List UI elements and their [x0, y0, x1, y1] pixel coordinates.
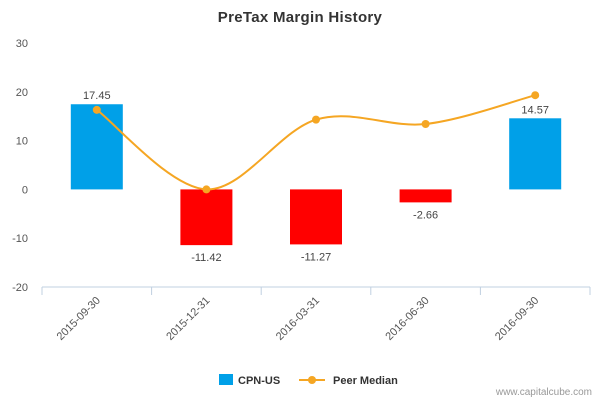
- bar[interactable]: [290, 189, 342, 245]
- peer-median-point[interactable]: [92, 105, 101, 114]
- peer-median-point[interactable]: [421, 120, 430, 129]
- legend-label-cpn-us[interactable]: CPN-US: [238, 375, 280, 387]
- bar[interactable]: [509, 118, 562, 190]
- x-tick-label: 2016-03-31: [274, 295, 322, 343]
- bar-data-label: 14.57: [521, 104, 549, 116]
- bar-data-label: 17.45: [83, 90, 111, 102]
- x-axis: 2015-09-30 2015-12-31 2016-03-31 2016-06-30…: [41, 286, 591, 343]
- y-tick-label: -20: [12, 282, 28, 294]
- legend-swatch-peer-median-marker: [308, 376, 316, 384]
- peer-median-point[interactable]: [312, 115, 320, 124]
- bar-data-labels: 17.45 -11.42 -11.27 -2.66 14.57: [83, 90, 549, 264]
- peer-median-point[interactable]: [202, 185, 211, 194]
- bar-data-label: -11.42: [191, 252, 221, 264]
- y-tick-label: -10: [12, 233, 28, 245]
- x-tick-label: 2016-09-30: [493, 295, 541, 343]
- chart-title: PreTax Margin History: [218, 9, 383, 26]
- x-tick-label: 2015-12-31: [164, 295, 212, 343]
- legend: CPN-US Peer Median: [219, 374, 398, 387]
- legend-swatch-cpn-us: [219, 374, 233, 385]
- y-tick-label: 10: [16, 136, 28, 148]
- peer-median-line: [96, 94, 536, 191]
- x-tick-label: 2016-06-30: [383, 295, 431, 343]
- y-axis: 30 20 10 0 -10 -20: [12, 38, 28, 294]
- bar-data-label: -11.27: [301, 251, 331, 263]
- bar-series: [70, 104, 562, 246]
- credit-text[interactable]: www.capitalcube.com: [495, 387, 592, 398]
- bar[interactable]: [70, 104, 123, 190]
- y-tick-label: 20: [16, 87, 28, 99]
- peer-median-series: [92, 91, 540, 194]
- y-tick-label: 30: [16, 38, 28, 50]
- y-tick-label: 0: [22, 184, 28, 196]
- x-tick-label: 2015-09-30: [55, 295, 103, 343]
- legend-label-peer-median[interactable]: Peer Median: [333, 375, 398, 387]
- peer-median-point[interactable]: [531, 91, 540, 100]
- bar[interactable]: [399, 189, 452, 203]
- bar-data-label: -2.66: [413, 209, 438, 221]
- bar[interactable]: [180, 189, 233, 246]
